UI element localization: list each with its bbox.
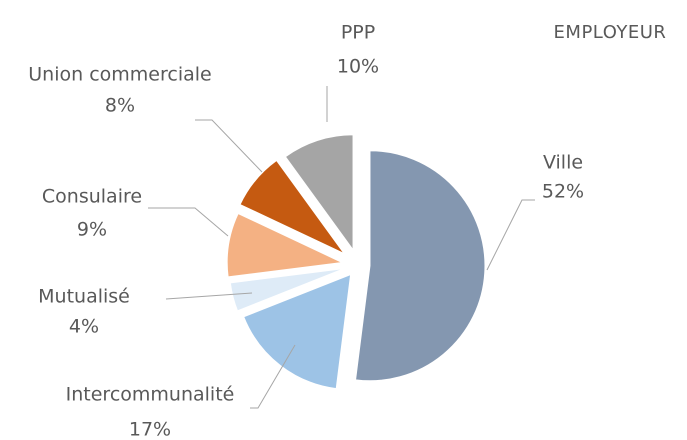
pie-slice [284, 134, 354, 252]
category-label: Intercommunalité [66, 384, 235, 406]
value-label: 8% [105, 95, 135, 117]
value-label: 52% [542, 181, 584, 203]
pie-slice [243, 273, 352, 390]
pie-slice [355, 150, 486, 382]
value-label: 4% [69, 316, 99, 338]
leader-line [250, 344, 296, 409]
value-label: 10% [337, 56, 379, 78]
value-label: 17% [129, 419, 171, 440]
category-label: Consulaire [42, 186, 142, 208]
pie-slice [239, 159, 345, 254]
leader-line [165, 292, 253, 300]
category-label: PPP [341, 22, 375, 44]
leader-line [195, 119, 263, 173]
category-label: Mutualisé [38, 286, 130, 308]
value-label: 9% [77, 219, 107, 241]
chart-title: EMPLOYEUR [554, 22, 667, 43]
category-label: Union commerciale [28, 64, 211, 86]
leader-line [148, 207, 229, 237]
pie-slice [226, 212, 344, 278]
pie-slice [229, 267, 345, 312]
category-label: Ville [543, 152, 583, 174]
leader-line [486, 199, 535, 271]
